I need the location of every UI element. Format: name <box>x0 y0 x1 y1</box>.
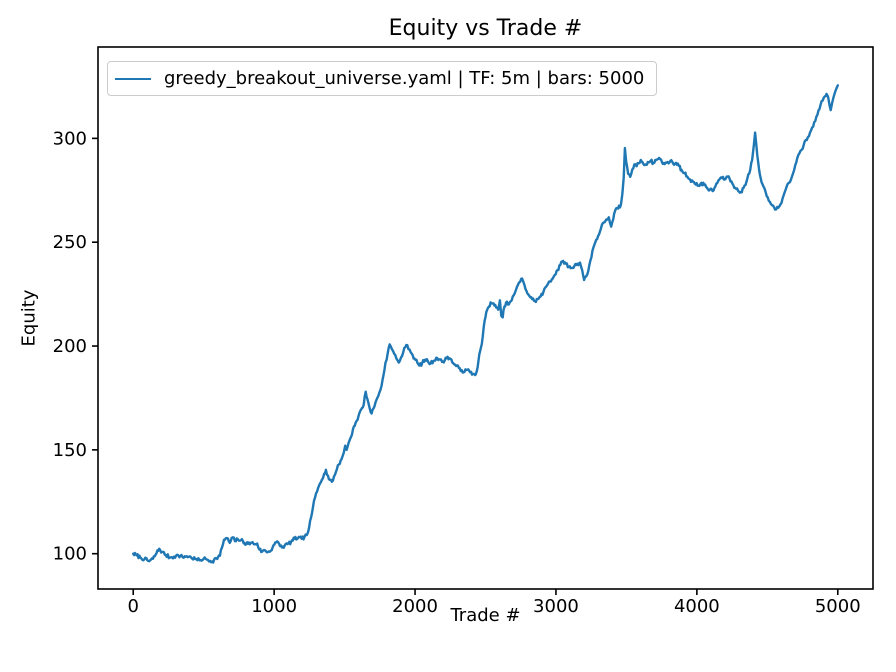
legend-label: greedy_breakout_universe.yaml | TF: 5m |… <box>164 68 645 89</box>
x-axis-label: Trade # <box>450 605 521 626</box>
y-tick-label: 150 <box>53 440 87 461</box>
x-tick-label: 2000 <box>392 596 438 617</box>
x-tick-label: 0 <box>128 596 139 617</box>
x-tick-label: 1000 <box>251 596 297 617</box>
y-tick-label: 250 <box>53 232 87 253</box>
legend-line-sample-icon <box>115 77 151 80</box>
x-tick-label: 3000 <box>533 596 579 617</box>
legend: greedy_breakout_universe.yaml | TF: 5m |… <box>107 61 658 96</box>
x-tick-label: 4000 <box>674 596 720 617</box>
y-axis-label: Equity <box>18 289 40 347</box>
y-tick-label: 100 <box>53 544 87 565</box>
plot-area <box>97 46 874 590</box>
equity-line <box>132 84 839 564</box>
chart-title: Equity vs Trade # <box>388 16 583 41</box>
y-tick-label: 200 <box>53 336 87 357</box>
y-tick-label: 300 <box>53 128 87 149</box>
x-tick-label: 5000 <box>815 596 861 617</box>
